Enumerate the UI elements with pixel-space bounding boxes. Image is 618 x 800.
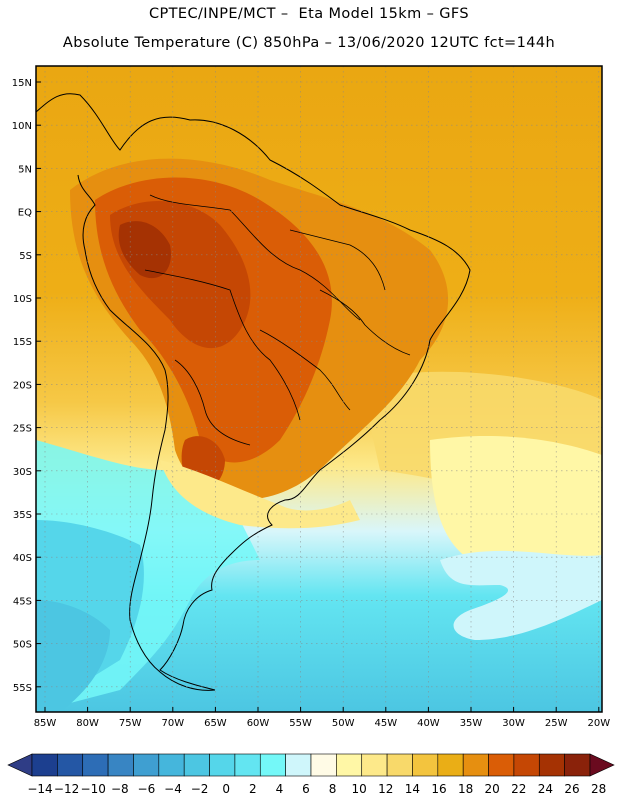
lon-tick-label: 85W — [34, 718, 57, 729]
lat-tick-label: 20S — [13, 380, 32, 391]
latitude-axis: 15N 10N 5N EQ 5S 10S 15S 20S 25S 30S 35S 40S 45S 50S 5… — [12, 78, 41, 694]
colorbar-swatch — [158, 753, 185, 777]
colorbar-label: 24 — [538, 782, 553, 796]
colorbar-label: −10 — [81, 782, 106, 796]
colorbar-swatch — [310, 753, 337, 777]
country-borders — [144, 194, 411, 446]
lat-tick-label: 35S — [13, 510, 32, 521]
lon-tick-label: 75W — [119, 718, 142, 729]
colorbar-label: −8 — [111, 782, 129, 796]
colorbar-swatch — [107, 753, 134, 777]
chart-title: CPTEC/INPE/MCT – Eta Model 15km – GFS — [148, 6, 470, 22]
colorbar-swatch — [437, 753, 464, 777]
colorbar-swatch — [564, 753, 591, 777]
colorbar-swatch — [82, 753, 109, 777]
colorbar-swatch — [234, 753, 261, 777]
lat-tick-label: 45S — [13, 596, 32, 607]
map-frame — [35, 65, 603, 713]
lon-tick-label: 20W — [587, 718, 610, 729]
lon-tick-label: 55W — [289, 718, 312, 729]
lon-tick-label: 65W — [204, 718, 227, 729]
lat-tick-label: 55S — [13, 683, 32, 694]
colorbar-swatch — [31, 753, 58, 777]
lon-tick-label: 30W — [502, 718, 525, 729]
lon-tick-label: 70W — [161, 718, 184, 729]
colorbar-label: 26 — [564, 782, 579, 796]
lon-tick-label: 45W — [374, 718, 397, 729]
colorbar-swatch — [412, 753, 439, 777]
lat-tick-label: 10S — [13, 294, 32, 305]
colorbar-label: 6 — [302, 782, 310, 796]
colorbar-label: 8 — [329, 782, 337, 796]
colorbar-label: 4 — [276, 782, 284, 796]
colorbar-swatch — [488, 753, 515, 777]
lon-tick-label: 80W — [76, 718, 99, 729]
colorbar-swatch — [538, 753, 565, 777]
colorbar-swatch — [361, 753, 388, 777]
lat-tick-label: 30S — [13, 467, 32, 478]
colorbar-label: 14 — [405, 782, 420, 796]
lat-tick-label: 40S — [13, 553, 32, 564]
colorbar-swatch — [513, 753, 540, 777]
lat-tick-label: 50S — [13, 640, 32, 651]
lat-tick-label: 10N — [12, 121, 32, 132]
colorbar-label: 28 — [591, 782, 606, 796]
colorbar-label: 22 — [511, 782, 526, 796]
colorbar-label: −2 — [191, 782, 209, 796]
colorbar-swatch — [57, 753, 84, 777]
colorbar-label: −14 — [27, 782, 52, 796]
lat-tick-label: 25S — [13, 424, 32, 435]
lat-tick-label: EQ — [18, 208, 32, 219]
colorbar-swatch — [386, 753, 413, 777]
colorbar-under-triangle — [7, 753, 33, 777]
temperature-field — [36, 66, 602, 712]
lon-tick-label: 25W — [545, 718, 568, 729]
colorbar-label: 20 — [485, 782, 500, 796]
coastlines — [36, 93, 471, 691]
lat-tick-label: 5S — [19, 251, 32, 262]
colorbar-label: −12 — [54, 782, 79, 796]
lat-tick-label: 15N — [12, 78, 32, 89]
lon-tick-label: 50W — [332, 718, 355, 729]
lat-tick-label: 15S — [13, 337, 32, 348]
lon-tick-label: 40W — [417, 718, 440, 729]
colorbar-label: −6 — [138, 782, 156, 796]
colorbar-label: 0 — [222, 782, 230, 796]
colorbar-swatch — [183, 753, 210, 777]
colorbar: −14 −12 −10 −8 −6 −4 −2 0 2 4 6 8 10 12 14 16 18 20 22 24 26… — [7, 753, 615, 796]
colorbar-label: 16 — [431, 782, 446, 796]
colorbar-swatch — [209, 753, 236, 777]
colorbar-swatch — [259, 753, 286, 777]
lat-tick-label: 5N — [18, 164, 32, 175]
colorbar-label: 10 — [352, 782, 367, 796]
longitude-axis: 85W 80W 75W 70W 65W 60W 55W 50W 45W 40W 35W 30W 25W 2… — [34, 707, 610, 729]
lon-tick-label: 60W — [247, 718, 270, 729]
colorbar-swatch — [462, 753, 489, 777]
colorbar-label: 2 — [249, 782, 257, 796]
colorbar-label: −4 — [164, 782, 182, 796]
colorbar-label: 18 — [458, 782, 473, 796]
colorbar-swatch — [285, 753, 312, 777]
colorbar-swatch — [133, 753, 160, 777]
colorbar-label: 12 — [378, 782, 393, 796]
colorbar-swatch — [336, 753, 363, 777]
lon-tick-label: 35W — [460, 718, 483, 729]
chart-subtitle: Absolute Temperature (C) 850hPa – 13/06/… — [62, 35, 556, 51]
colorbar-over-triangle — [589, 753, 615, 777]
